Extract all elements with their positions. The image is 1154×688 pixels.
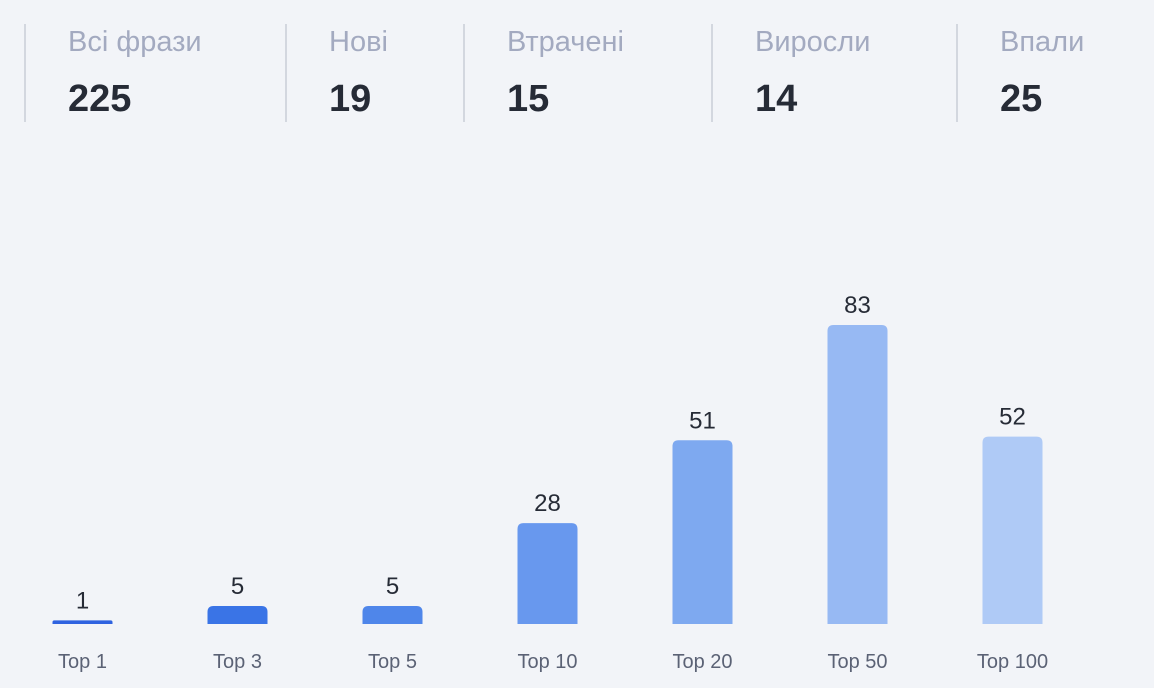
bar-value-label: 52 xyxy=(999,404,1026,431)
x-tick-label: Top 10 xyxy=(517,651,577,673)
stat-label: Нові xyxy=(329,26,388,58)
bar-value-label: 1 xyxy=(76,587,89,614)
stat-label: Всі фрази xyxy=(68,26,202,58)
stat-label: Виросли xyxy=(755,26,871,58)
bar-value-label: 5 xyxy=(231,573,244,600)
bar-top-20[interactable] xyxy=(672,440,733,624)
stat-all-phrases[interactable]: Всі фрази 225 xyxy=(24,24,286,122)
stat-value: 225 xyxy=(68,78,132,120)
bar-value-label: 51 xyxy=(689,407,716,434)
stats-bar: Всі фрази 225 Нові 19 Втрачені 15 Виросл… xyxy=(0,24,1154,122)
stat-label: Впали xyxy=(1000,26,1085,58)
bar-top-100[interactable] xyxy=(982,436,1043,624)
x-tick-label: Top 50 xyxy=(827,651,887,673)
bar-top-3[interactable] xyxy=(207,605,268,624)
stat-fell[interactable]: Впали 25 xyxy=(956,24,1146,122)
stat-value: 25 xyxy=(1000,78,1043,120)
x-tick-label: Top 1 xyxy=(58,651,107,673)
bar-top-1[interactable] xyxy=(52,620,113,624)
stat-label: Втрачені xyxy=(507,26,624,58)
x-tick-label: Top 20 xyxy=(672,651,732,673)
stat-value: 15 xyxy=(507,78,550,120)
x-tick-label: Top 3 xyxy=(213,651,262,673)
x-tick-label: Top 100 xyxy=(977,651,1048,673)
bar-value-label: 28 xyxy=(534,490,561,517)
stat-new[interactable]: Нові 19 xyxy=(285,24,464,122)
stat-grew[interactable]: Виросли 14 xyxy=(711,24,956,122)
stat-value: 19 xyxy=(329,78,372,120)
stat-lost[interactable]: Втрачені 15 xyxy=(463,24,711,122)
bar-top-50[interactable] xyxy=(827,325,888,624)
bar-top-10[interactable] xyxy=(517,523,578,624)
stat-value: 14 xyxy=(755,78,798,120)
bar-top-5[interactable] xyxy=(362,605,423,624)
bar-value-label: 5 xyxy=(386,573,399,600)
x-tick-label: Top 5 xyxy=(368,651,417,673)
bar-value-label: 83 xyxy=(844,292,871,319)
